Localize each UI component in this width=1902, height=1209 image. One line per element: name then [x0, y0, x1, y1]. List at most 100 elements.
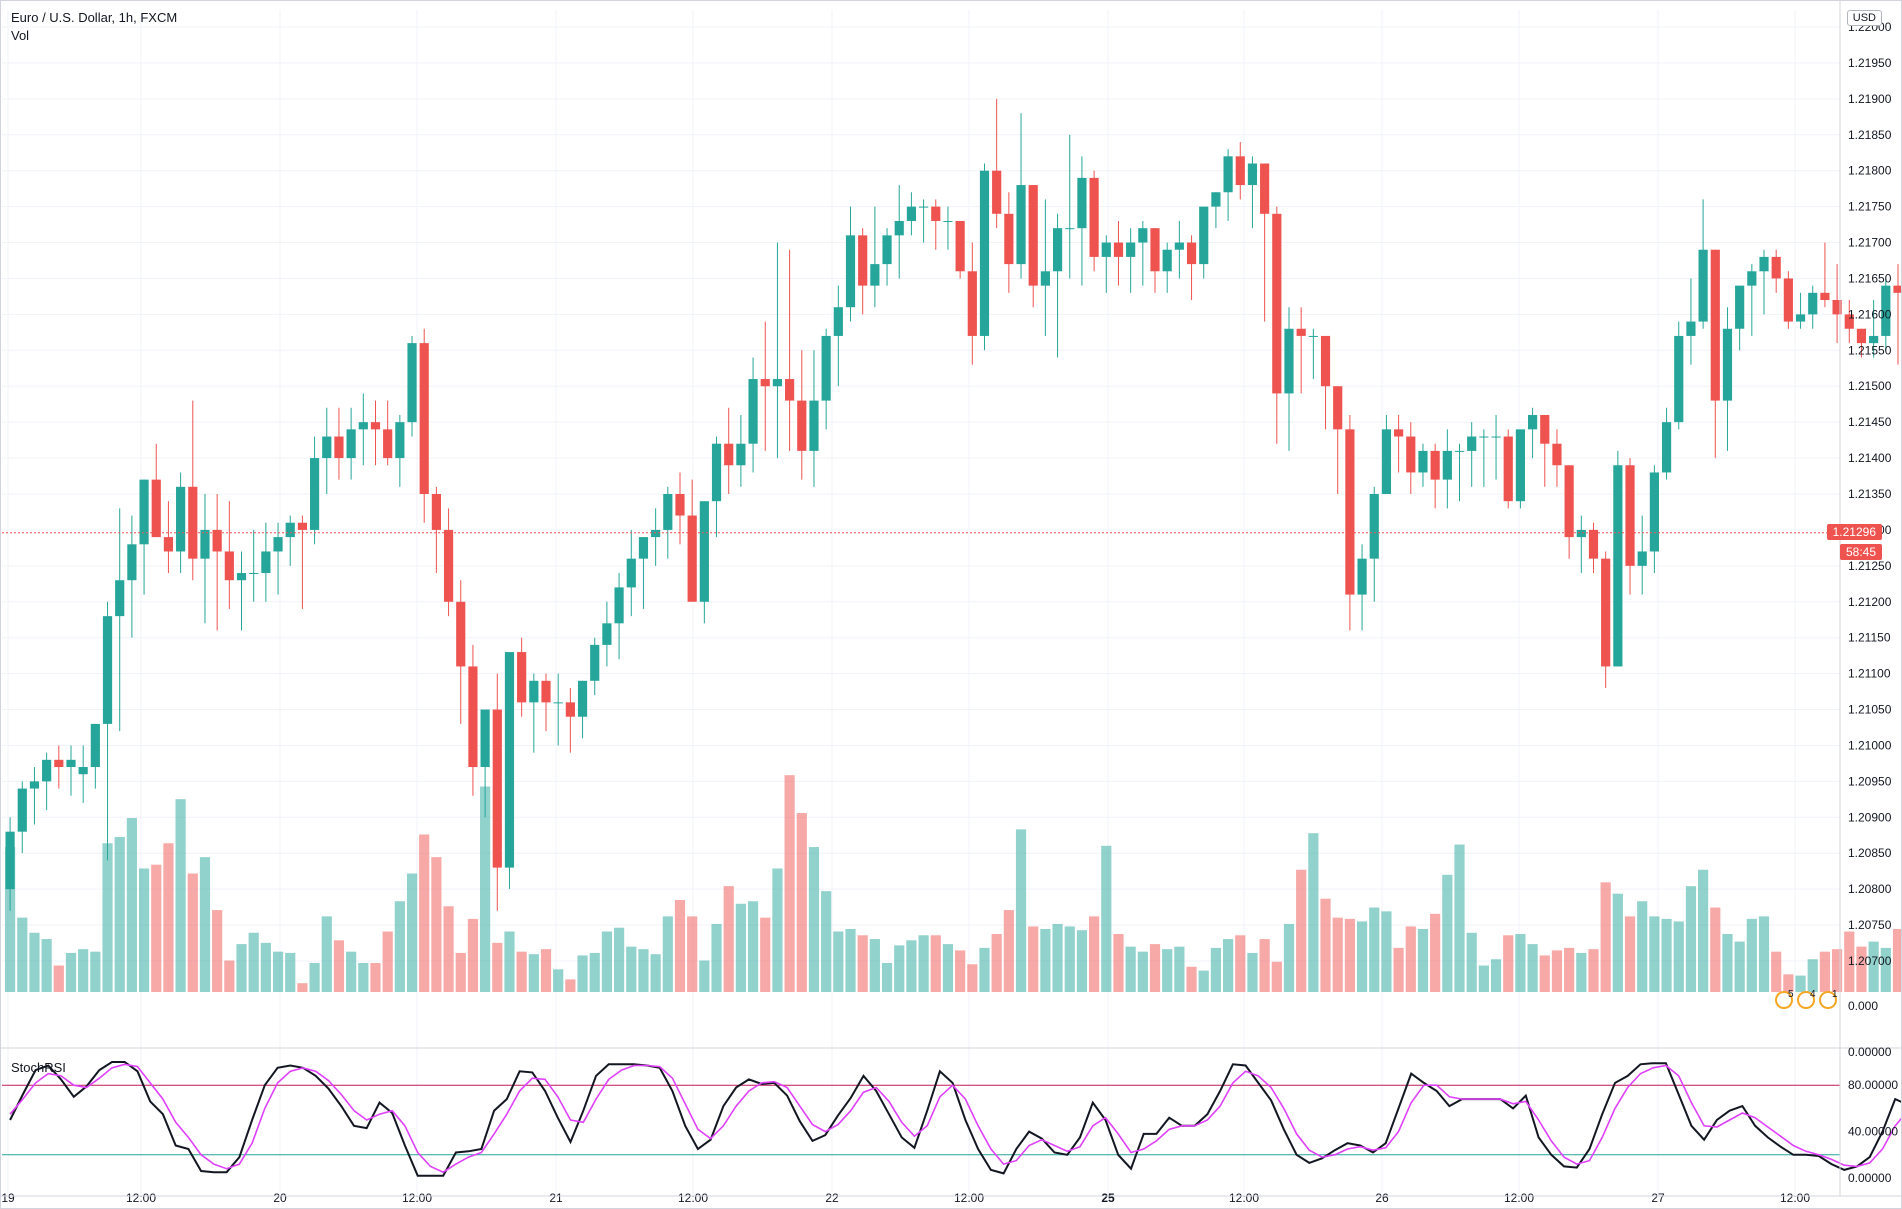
candle-body — [419, 343, 429, 494]
volume-bar — [114, 836, 125, 992]
candle-body — [1113, 242, 1124, 257]
candle-body — [1795, 314, 1806, 322]
volume-bar — [419, 834, 430, 992]
volume-bar — [102, 843, 113, 992]
time-tick-label: 25 — [1101, 1191, 1115, 1205]
candle-body — [1345, 429, 1355, 595]
volume-bar — [1819, 951, 1830, 992]
volume-axis-label: 0.000 — [1848, 999, 1878, 1013]
volume-bar — [1235, 935, 1246, 992]
volume-bar — [29, 932, 40, 992]
price-tick-label: 1.21450 — [1848, 415, 1892, 429]
candle-body — [322, 436, 332, 459]
volume-bar — [1308, 833, 1319, 992]
volume-bar — [285, 952, 296, 992]
volume-label[interactable]: Vol — [11, 28, 30, 43]
volume-bar — [638, 949, 649, 992]
volume-bar — [747, 901, 759, 992]
candle-body — [115, 580, 125, 617]
price-tick-label: 1.21050 — [1848, 703, 1892, 717]
volume-bar — [455, 952, 466, 992]
volume-bar — [516, 951, 527, 992]
candle-body — [151, 479, 161, 538]
candle-body — [797, 400, 807, 451]
candle-body — [261, 551, 271, 574]
candle-body — [651, 529, 661, 538]
candle-body — [919, 206, 929, 208]
volume-bar — [1856, 946, 1867, 992]
candle-body — [1576, 529, 1586, 538]
volume-bar — [5, 847, 16, 992]
volume-bar — [370, 963, 381, 992]
candle-body — [675, 494, 685, 516]
volume-bar — [1515, 934, 1526, 992]
candlesticks — [2, 98, 1902, 911]
candle-body — [66, 759, 76, 768]
volume-bar — [808, 847, 820, 992]
volume-bar — [589, 952, 600, 992]
candle-body — [1138, 228, 1148, 243]
candle-body — [212, 529, 222, 552]
volume-bar — [1210, 947, 1221, 992]
volume-bar — [1466, 932, 1477, 992]
candle-body — [882, 235, 892, 265]
candle-body — [236, 573, 247, 581]
volume-bar — [382, 931, 393, 992]
stoch-d-line — [9, 1063, 1902, 1174]
volume-bar — [1783, 974, 1794, 992]
volume-bar — [151, 864, 162, 992]
stoch-tick-label: 0.00000 — [1848, 1045, 1892, 1059]
price-tick-label: 1.21700 — [1848, 236, 1892, 250]
volume-bar — [1478, 965, 1489, 992]
volume-bar — [711, 923, 722, 992]
volume-bar — [138, 868, 150, 992]
volume-bar — [955, 950, 966, 992]
volume-bar — [78, 949, 89, 992]
candle-body — [1174, 242, 1184, 250]
volume-bar — [297, 983, 308, 992]
candle-body — [407, 343, 417, 423]
volume-bar — [881, 963, 893, 992]
price-tick-label: 1.21950 — [1848, 56, 1892, 70]
candle-body — [492, 709, 502, 868]
volume-bar — [41, 939, 52, 992]
volume-bar — [1527, 944, 1538, 992]
volume-bar — [1892, 928, 1902, 992]
price-tick-label: 1.21650 — [1848, 271, 1892, 285]
candle-body — [1820, 292, 1830, 301]
volume-bar — [321, 916, 332, 992]
price-tick-label: 1.21900 — [1848, 92, 1892, 106]
candle-body — [1735, 285, 1745, 329]
volume-bar — [906, 940, 917, 992]
currency-badge[interactable]: USD — [1846, 10, 1882, 26]
candle-body — [1893, 285, 1902, 293]
symbol-title[interactable]: Euro / U.S. Dollar, 1h, FXCM — [11, 10, 178, 25]
candle-body — [224, 551, 234, 581]
candle-body — [1235, 156, 1245, 186]
volume-bar — [687, 916, 698, 992]
candle-body — [346, 429, 356, 459]
volume-bar — [918, 935, 929, 992]
candle-body — [456, 601, 466, 667]
stoch-rsi-label[interactable]: StochRSI — [11, 1060, 66, 1075]
volume-bar — [212, 910, 223, 992]
time-tick-label: 22 — [825, 1191, 839, 1205]
volume-bar — [979, 947, 990, 992]
candle-body — [1369, 494, 1379, 559]
candle-body — [285, 522, 295, 538]
volume-bar — [540, 949, 552, 992]
time-tick-label: 12:00 — [1504, 1191, 1534, 1205]
volume-bar — [1174, 946, 1185, 992]
candle-body — [772, 379, 783, 387]
candle-body — [992, 170, 1002, 214]
candle-body — [1089, 177, 1099, 257]
volume-bar — [662, 916, 673, 992]
candle-body — [1442, 450, 1452, 480]
volume-bar — [1576, 952, 1587, 992]
candle-body — [565, 702, 575, 717]
price-tick-label: 1.21850 — [1848, 128, 1892, 142]
price-tick-label: 1.21600 — [1848, 307, 1892, 321]
volume-bar — [1271, 961, 1282, 992]
candle-body — [1272, 213, 1282, 394]
